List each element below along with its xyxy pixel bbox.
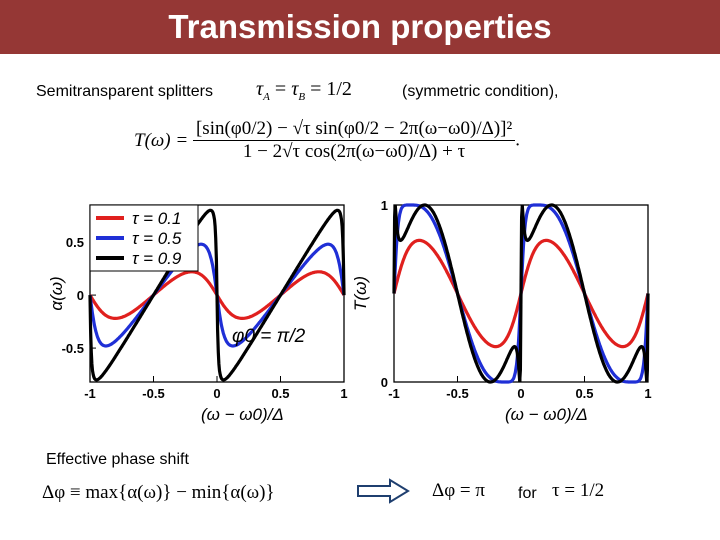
delta-phi-definition: Δφ ≡ max{α(ω)} − min{α(ω)} [42,482,275,503]
x-tick-label: 0 [517,386,524,401]
for-text: for [518,485,537,502]
x-tick-label: -1 [388,386,400,401]
transmission-formula: T(ω) = [sin(φ0/2) − √τ sin(φ0/2 − 2π(ω−ω… [134,118,520,162]
x-tick-label: -0.5 [446,386,468,401]
alpha-chart: -1 -0.5 0 0.5 1 0.5 0 -0.5 (ω − ω0)/Δ α(ω) τ = 0.1… [47,204,348,424]
tau-equal-equation: τA = τB = 1/2 [256,78,352,103]
phi0-annotation: φ0 = π/2 [232,326,306,347]
intro-text: Semitransparent splitters [36,83,213,100]
legend-label: τ = 0.9 [132,249,182,268]
effective-phase-shift-label: Effective phase shift [46,451,189,468]
x-tick-label: 0 [213,386,220,401]
series-line-tau-0.9 [392,203,650,384]
y-tick-label: 0.5 [66,235,84,250]
y-tick-label: -0.5 [62,341,84,356]
x-tick-label: -0.5 [142,386,164,401]
x-tick-label: 0.5 [271,386,289,401]
y-axis-label: α(ω) [47,276,66,310]
x-tick-label: 1 [644,386,651,401]
x-axis-label: (ω − ω0)/Δ [505,405,588,424]
y-tick-label: 0 [77,288,84,303]
y-tick-label: 0 [381,375,388,390]
legend-label: τ = 0.5 [132,229,182,248]
transmission-chart: -1 -0.5 0 0.5 1 1 0 (ω − ω0)/Δ T(ω) [351,198,652,424]
slide-title: Transmission properties [168,8,552,45]
x-axis-label: (ω − ω0)/Δ [201,405,284,424]
condition-text: (symmetric condition), [402,83,559,100]
y-tick-label: 1 [381,198,388,213]
delta-phi-result: Δφ = π [432,480,485,501]
x-tick-label: -1 [84,386,96,401]
x-tick-label: 1 [340,386,347,401]
series-line-tau-0.9 [88,208,346,382]
x-tick-label: 0.5 [575,386,593,401]
arrow-icon [357,478,410,504]
y-axis-label: T(ω) [351,276,370,311]
tau-half-equation: τ = 1/2 [552,480,605,501]
title-bar: Transmission properties [0,0,720,54]
legend-label: τ = 0.1 [132,209,181,228]
